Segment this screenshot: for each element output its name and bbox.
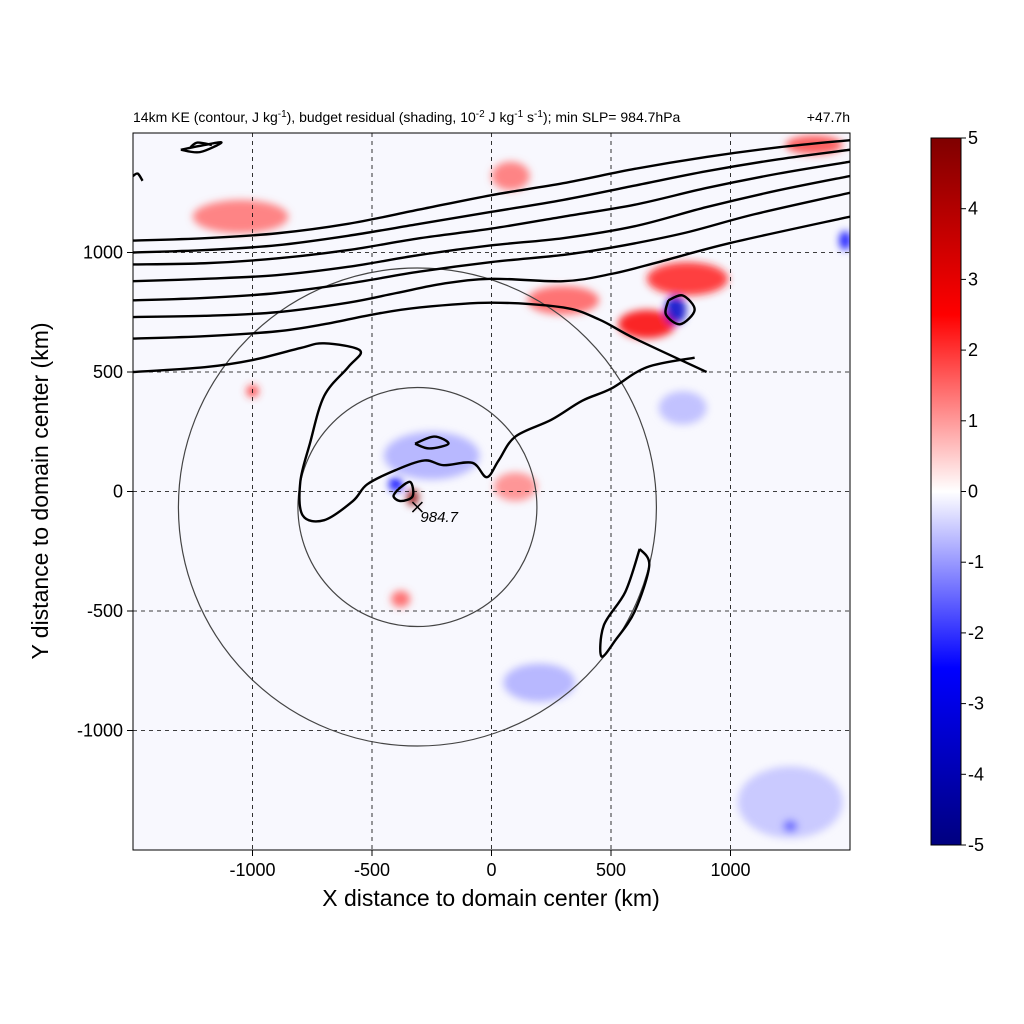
title-part-1: 14km KE (contour, J kg	[133, 109, 278, 125]
radius-circle	[297, 386, 538, 628]
ke-contour-line	[133, 138, 850, 242]
ke-contour-line	[133, 148, 850, 254]
chart-title-left: 14km KE (contour, J kg-1), budget residu…	[133, 109, 681, 125]
ke-contour-line	[414, 435, 450, 450]
ke-contour-line	[180, 141, 223, 154]
positive-residual-patch	[192, 199, 289, 234]
plot-area: 984.7	[133, 133, 850, 850]
positive-residual-patch	[491, 161, 530, 191]
min-slp-cross	[411, 501, 423, 513]
negative-residual-patch	[839, 230, 850, 251]
negative-residual-patch	[383, 431, 480, 480]
colorbar-ticks: 5 4 3 2 1 0 -1 -2 -3 -4 -5	[961, 128, 984, 855]
y-tick-label: -1000	[77, 721, 123, 741]
y-tick-label: 1000	[83, 243, 123, 263]
colorbar-tick-label: -5	[968, 835, 984, 855]
positive-residual-patch	[493, 472, 537, 502]
positive-residual-patch	[391, 590, 411, 608]
positive-residual-patch	[646, 262, 729, 296]
ke-contour-line	[133, 342, 695, 523]
negative-residual-patch	[783, 820, 798, 833]
residual-shading	[192, 135, 850, 839]
colorbar-tick-label: 2	[968, 340, 978, 360]
colorbar-tick-label: 3	[968, 269, 978, 289]
y-tick-label: 500	[93, 362, 123, 382]
x-tick-label: 1000	[710, 860, 750, 880]
x-tick-label: 0	[486, 860, 496, 880]
chart-title-right: +47.7h	[807, 109, 850, 125]
title-sup-3: -1	[514, 109, 523, 120]
colorbar-tick-label: -2	[968, 623, 984, 643]
positive-residual-patch	[527, 285, 600, 315]
y-axis-label: Y distance to domain center (km)	[27, 322, 53, 659]
chart-title: 14km KE (contour, J kg-1), budget residu…	[133, 109, 850, 125]
title-part-4: s	[523, 109, 534, 125]
title-part-3: J kg	[485, 109, 515, 125]
x-tick-label: -1000	[229, 860, 275, 880]
ke-contour-line	[133, 172, 144, 182]
title-sup-1: -1	[278, 109, 287, 120]
title-sup-2: -2	[476, 109, 485, 120]
radius-circle	[177, 267, 658, 747]
min-slp-marker: 984.7	[411, 501, 459, 526]
x-tick-label: 500	[596, 860, 626, 880]
ke-contour-line	[133, 160, 850, 266]
plot-background	[133, 133, 850, 850]
ke-contour-line	[189, 141, 213, 149]
negative-residual-patch	[737, 766, 843, 839]
ke-contours	[133, 138, 850, 658]
colorbar-tick-label: 0	[968, 482, 978, 502]
y-tick-label: -500	[87, 601, 123, 621]
colorbar-tick-label: -4	[968, 764, 984, 784]
x-axis-ticks: -1000 -500 0 500 1000	[229, 850, 751, 880]
ke-contour-line	[133, 215, 850, 319]
positive-residual-patch	[618, 309, 676, 339]
y-tick-label: 0	[113, 482, 123, 502]
colorbar-tick-label: 4	[968, 199, 978, 219]
negative-residual-patch	[658, 391, 707, 425]
colorbar-tick-label: -1	[968, 552, 984, 572]
negative-residual-patch	[503, 663, 576, 702]
colorbar-tick-label: 1	[968, 411, 978, 431]
x-tick-label: -500	[354, 860, 390, 880]
ke-contour-line	[392, 480, 415, 503]
ke-contour-line	[133, 191, 850, 302]
y-axis-ticks: 1000 500 0 -500 -1000	[77, 243, 133, 741]
ke-contour-line	[599, 548, 651, 658]
colorbar: 5 4 3 2 1 0 -1 -2 -3 -4 -5	[930, 128, 984, 855]
ke-contour-line	[133, 301, 708, 374]
title-part-5: ); min SLP= 984.7hPa	[543, 109, 681, 125]
colorbar-tick-label: -3	[968, 694, 984, 714]
negative-residual-patch	[664, 295, 687, 325]
negative-residual-patch	[388, 477, 404, 492]
ke-contour-line	[664, 294, 696, 326]
colorbar-gradient	[930, 137, 962, 846]
x-axis-label: X distance to domain center (km)	[322, 885, 659, 911]
radius-circles	[177, 267, 658, 747]
title-part-2: ), budget residual (shading, 10	[287, 109, 476, 125]
title-sup-4: -1	[534, 109, 543, 120]
min-slp-label: 984.7	[420, 509, 458, 526]
positive-residual-patch	[785, 135, 843, 155]
colorbar-tick-label: 5	[968, 128, 978, 148]
ke-contour-line	[133, 174, 850, 283]
